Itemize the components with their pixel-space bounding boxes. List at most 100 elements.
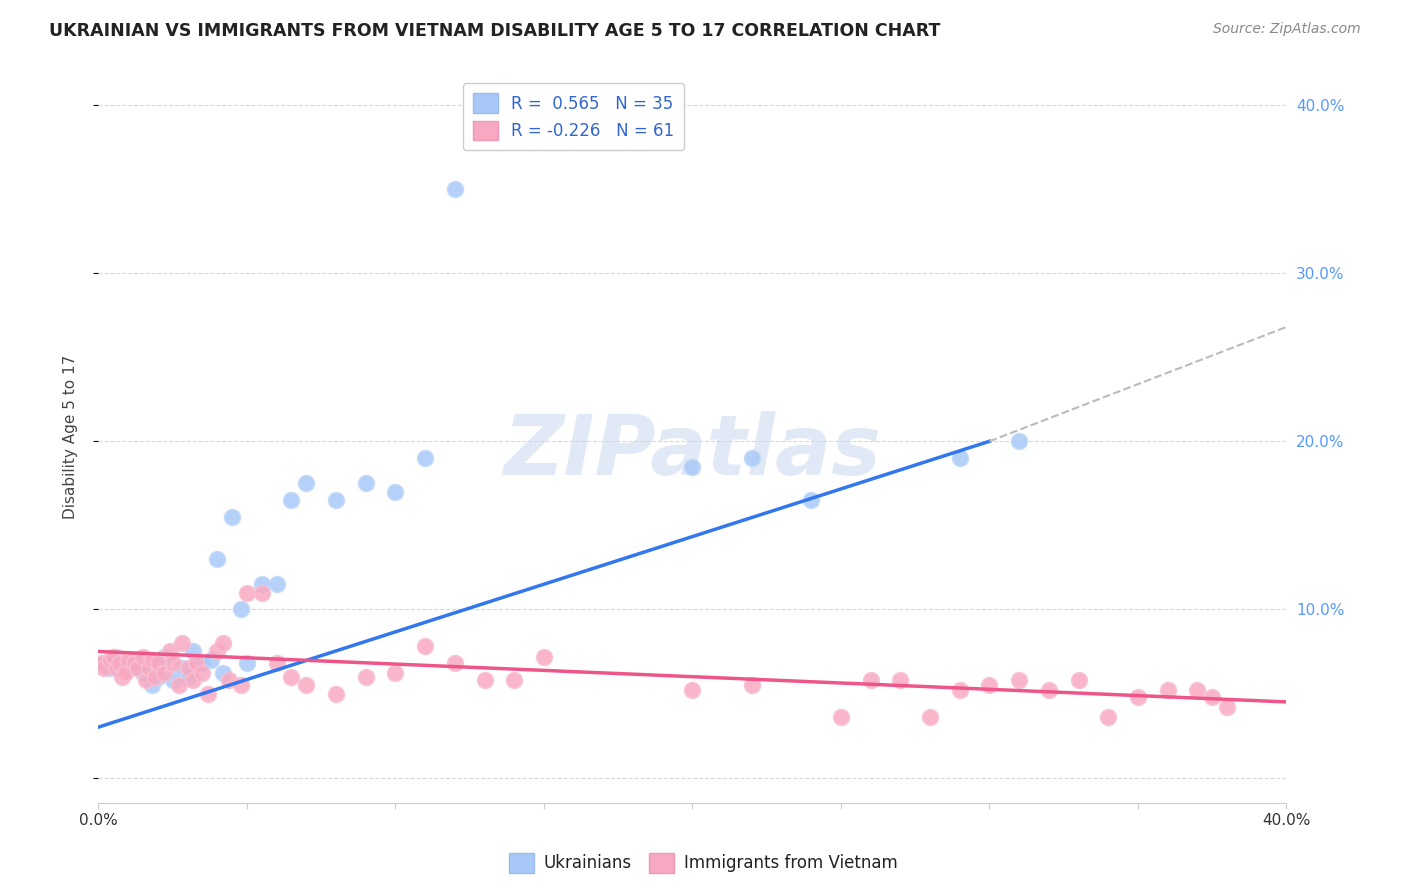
Point [200, 653, 222, 667]
Text: ZIPatlas: ZIPatlas [503, 411, 882, 492]
Point [105, 661, 128, 675]
Point [266, 577, 288, 591]
Point [197, 686, 219, 700]
Point [132, 666, 155, 681]
Point [152, 666, 174, 681]
Point [1038, 683, 1060, 698]
Point [295, 476, 318, 491]
Point [236, 657, 259, 671]
Y-axis label: Disability Age 5 to 17: Disability Age 5 to 17 [63, 355, 77, 519]
Point [122, 653, 145, 667]
Point [503, 673, 526, 687]
Point [146, 657, 169, 671]
Point [325, 493, 347, 508]
Point [1126, 690, 1149, 704]
Point [122, 657, 145, 671]
Point [354, 670, 377, 684]
Point [889, 673, 911, 687]
Point [108, 657, 131, 671]
Point [741, 451, 763, 466]
Point [93, 657, 115, 671]
Point [103, 649, 125, 664]
Point [229, 602, 252, 616]
Point [354, 476, 377, 491]
Text: UKRAINIAN VS IMMIGRANTS FROM VIETNAM DISABILITY AGE 5 TO 17 CORRELATION CHART: UKRAINIAN VS IMMIGRANTS FROM VIETNAM DIS… [49, 22, 941, 40]
Point [1008, 434, 1031, 449]
Point [98, 653, 121, 667]
Point [212, 636, 235, 650]
Point [1097, 710, 1119, 724]
Legend: Ukrainians, Immigrants from Vietnam: Ukrainians, Immigrants from Vietnam [502, 847, 904, 880]
Point [143, 670, 166, 684]
Point [117, 653, 139, 667]
Point [413, 451, 436, 466]
Point [1201, 690, 1223, 704]
Point [138, 661, 160, 675]
Point [111, 670, 134, 684]
Point [114, 666, 136, 681]
Point [125, 661, 148, 675]
Point [183, 673, 205, 687]
Point [250, 585, 273, 599]
Point [105, 649, 128, 664]
Point [170, 636, 193, 650]
Point [1187, 683, 1209, 698]
Point [443, 182, 465, 196]
Point [295, 678, 318, 692]
Point [1156, 683, 1178, 698]
Point [979, 678, 1001, 692]
Point [132, 649, 155, 664]
Point [384, 484, 406, 499]
Point [443, 657, 465, 671]
Legend: R =  0.565   N = 35, R = -0.226   N = 61: R = 0.565 N = 35, R = -0.226 N = 61 [463, 83, 685, 150]
Point [949, 451, 972, 466]
Point [1216, 700, 1239, 714]
Point [474, 673, 496, 687]
Point [325, 686, 347, 700]
Point [949, 683, 972, 698]
Point [533, 649, 555, 664]
Point [384, 666, 406, 681]
Point [218, 673, 240, 687]
Point [236, 585, 259, 599]
Point [413, 640, 436, 654]
Point [191, 657, 214, 671]
Point [167, 678, 190, 692]
Point [152, 649, 174, 664]
Point [141, 653, 163, 667]
Point [280, 670, 302, 684]
Point [250, 577, 273, 591]
Point [111, 657, 134, 671]
Point [1008, 673, 1031, 687]
Point [682, 459, 704, 474]
Point [800, 493, 823, 508]
Point [1067, 673, 1090, 687]
Point [146, 670, 169, 684]
Point [176, 661, 198, 675]
Text: Source: ZipAtlas.com: Source: ZipAtlas.com [1213, 22, 1361, 37]
Point [266, 657, 288, 671]
Point [117, 661, 139, 675]
Point [135, 673, 157, 687]
Point [207, 552, 229, 566]
Point [98, 661, 121, 675]
Point [212, 666, 235, 681]
Point [221, 510, 243, 524]
Point [859, 673, 882, 687]
Point [207, 644, 229, 658]
Point [93, 661, 115, 675]
Point [830, 710, 852, 724]
Point [90, 657, 112, 671]
Point [186, 657, 208, 671]
Point [920, 710, 942, 724]
Point [229, 678, 252, 692]
Point [159, 644, 181, 658]
Point [162, 657, 184, 671]
Point [183, 644, 205, 658]
Point [170, 661, 193, 675]
Point [141, 678, 163, 692]
Point [682, 683, 704, 698]
Point [162, 673, 184, 687]
Point [741, 678, 763, 692]
Point [280, 493, 302, 508]
